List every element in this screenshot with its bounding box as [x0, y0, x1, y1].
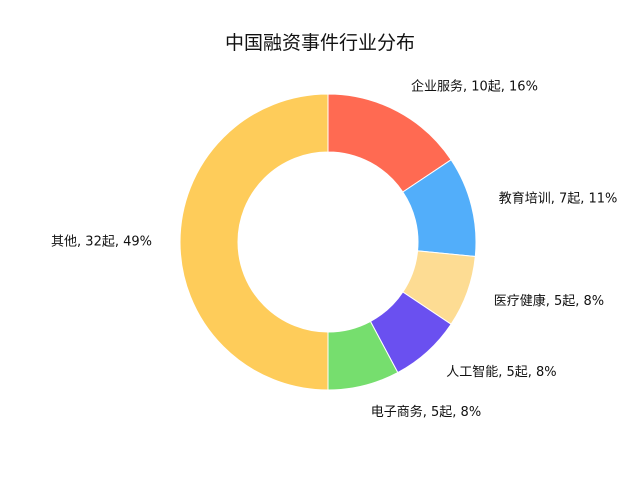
slice-label-5: 其他, 32起, 49% [51, 235, 152, 250]
chart-title: 中国融资事件行业分布 [224, 32, 415, 54]
slice-label-1: 教育培训, 7起, 11% [499, 191, 618, 207]
slice-labels: 企业服务, 10起, 16% 教育培训, 7起, 11% 医疗健康, 5起, 8% 人… [51, 78, 617, 420]
slice-label-4: 电子商务, 5起, 8% [371, 404, 481, 420]
slice-label-2: 医疗健康, 5起, 8% [494, 293, 604, 309]
slice-label-3: 人工智能, 5起, 8% [446, 365, 556, 380]
donut-slices [179, 93, 477, 391]
slice-5 [179, 93, 329, 391]
slice-label-0: 企业服务, 10起, 16% [411, 78, 538, 94]
